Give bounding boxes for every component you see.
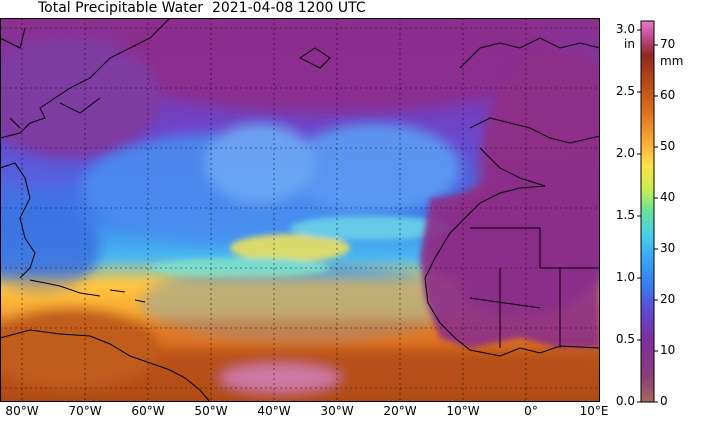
colorbar-mm-tick: 0	[660, 394, 668, 408]
lon-label: 0°	[524, 404, 538, 418]
colorbar-inch-tick: 1.5	[615, 208, 635, 222]
precipitable-water-map	[0, 18, 600, 402]
lon-label: 40°W	[257, 404, 291, 418]
lon-label: 20°W	[383, 404, 417, 418]
colorbar-mm-tick: 30	[660, 241, 676, 255]
lon-label: 10°W	[446, 404, 480, 418]
colorbar-mm-tick: 70	[660, 37, 676, 51]
colorbar-mm-tick: 10	[660, 343, 676, 357]
colorbar-inch-tick: 3.0	[615, 22, 635, 36]
colorbar-mm-tick: 50	[660, 139, 676, 153]
colorbar-mm-tick: 20	[660, 292, 676, 306]
colorbar-inch-unit: in	[624, 37, 635, 51]
colorbar-mm-tick: 60	[660, 88, 676, 102]
colorbar-inch-tick: 0.5	[615, 332, 635, 346]
colorbar-inch-tick: 0.0	[615, 394, 635, 408]
lon-label: 80°W	[5, 404, 39, 418]
colorbar-inch-tick: 1.0	[615, 270, 635, 284]
lon-label: 60°W	[131, 404, 165, 418]
colorbar-mm-unit: mm	[660, 54, 684, 68]
lon-label: 30°W	[320, 404, 354, 418]
lon-label: 70°W	[68, 404, 102, 418]
lon-label: 10°E	[579, 404, 609, 418]
lon-label: 50°W	[194, 404, 228, 418]
map-title: Total Precipitable Water 2021-04-08 1200…	[38, 0, 366, 16]
colorbar-mm-tick: 40	[660, 190, 676, 204]
colorbar-inch-tick: 2.5	[615, 84, 635, 98]
colorbar-inch-tick: 2.0	[615, 146, 635, 160]
